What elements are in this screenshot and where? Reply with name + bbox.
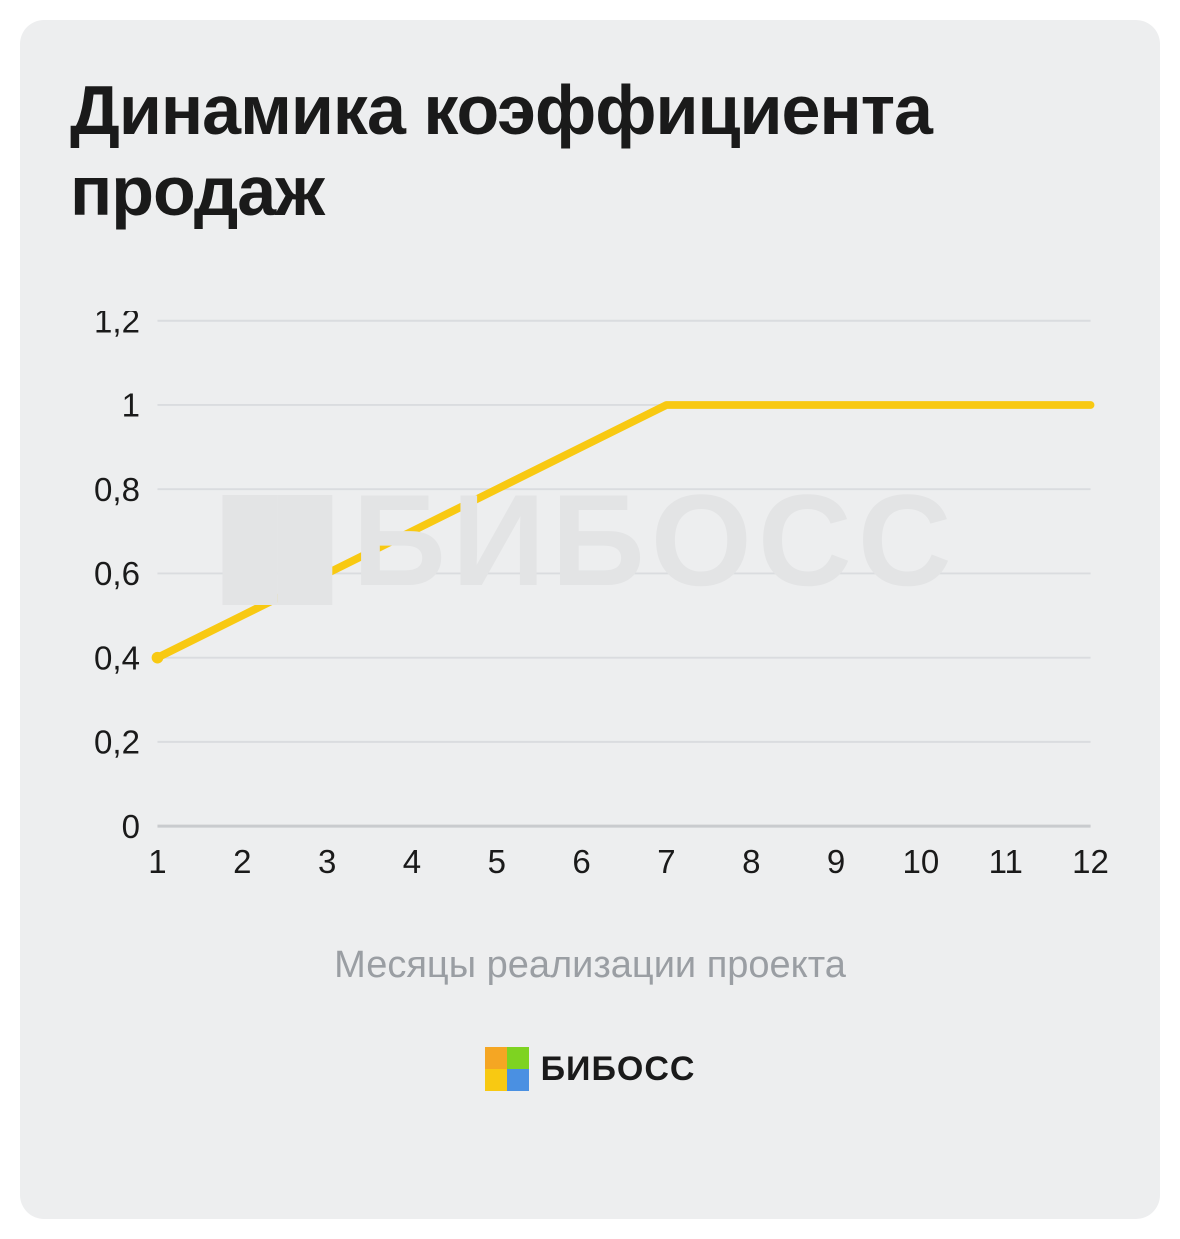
ytick-label: 0	[122, 809, 140, 846]
ytick-label: 1	[122, 388, 140, 425]
xtick-label: 9	[827, 844, 845, 881]
series-start-marker	[152, 652, 164, 664]
xaxis-title: Месяцы реализации проекта	[334, 944, 846, 987]
brand-text: БИБОСС	[541, 1050, 696, 1089]
chart-area: БИБОСС 00,20,40,60,811,2123456789101112	[70, 311, 1110, 884]
ytick-label: 0,6	[94, 556, 140, 593]
xtick-label: 4	[403, 844, 421, 881]
xtick-label: 11	[989, 844, 1023, 881]
xtick-label: 1	[148, 844, 166, 881]
series-line	[157, 405, 1090, 658]
xtick-label: 3	[318, 844, 336, 881]
xtick-label: 5	[488, 844, 506, 881]
chart-card: Динамика коэффициента продаж БИБОСС 0 0,2…	[20, 20, 1160, 1219]
xtick-label: 10	[903, 844, 940, 881]
xtick-label: 7	[657, 844, 675, 881]
xtick-label: 6	[572, 844, 590, 881]
xtick-label: 2	[233, 844, 251, 881]
ytick-label: 1,2	[94, 311, 140, 340]
chart-title: Динамика коэффициента продаж	[70, 70, 1110, 231]
xtick-label: 8	[742, 844, 760, 881]
chart-wrap: БИБОСС 00,20,40,60,811,2123456789101112 …	[70, 311, 1110, 1179]
ytick-label: 0,8	[94, 472, 140, 509]
ytick-label: 0,2	[94, 725, 140, 762]
footer-logo: БИБОСС	[485, 1047, 696, 1091]
brand-logo-icon	[485, 1047, 529, 1091]
xtick-label: 12	[1072, 844, 1109, 881]
ytick-label: 0,4	[94, 640, 140, 677]
line-chart: 00,20,40,60,811,2123456789101112	[70, 311, 1110, 884]
